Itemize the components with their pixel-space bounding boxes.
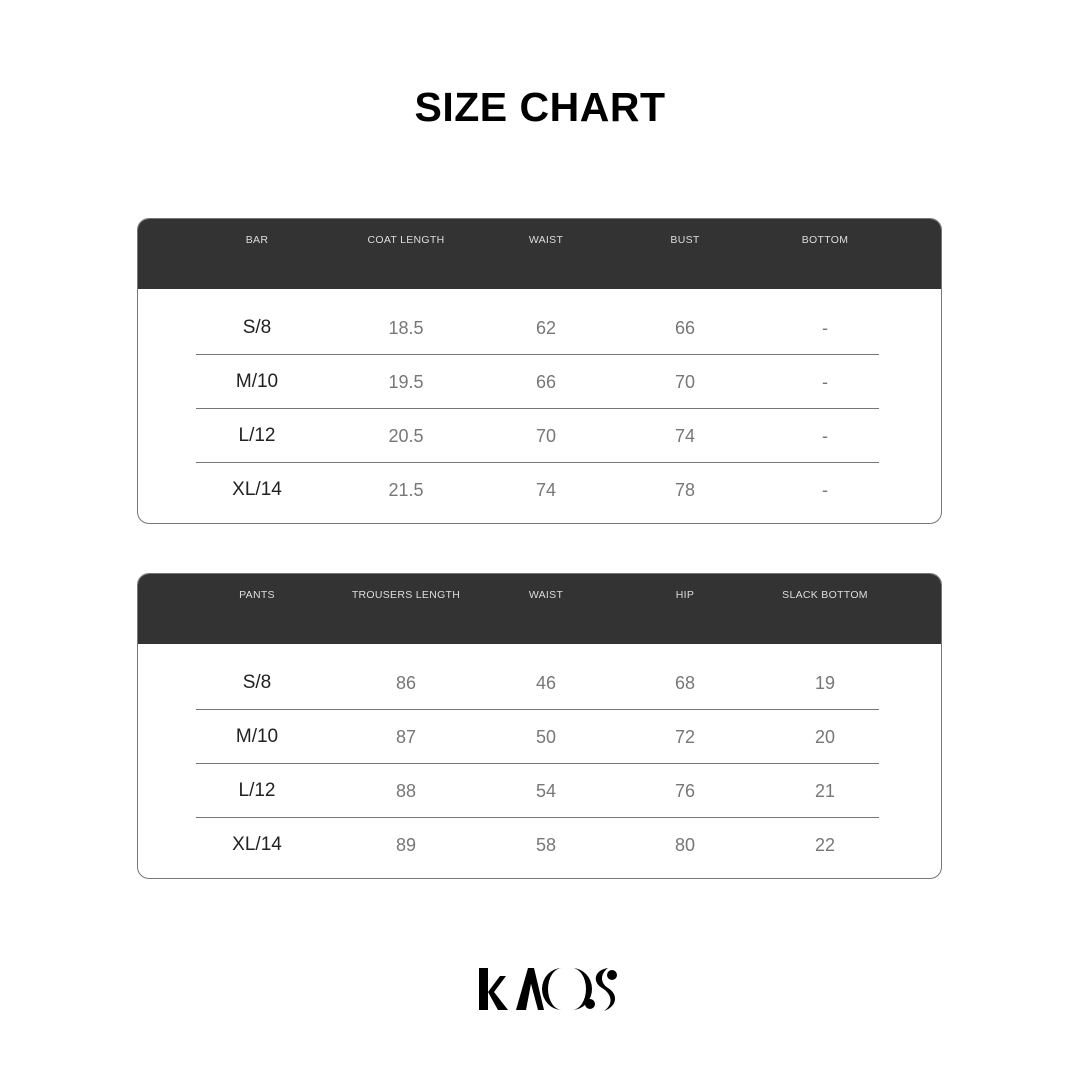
measurement-cell: 76 [674, 781, 696, 801]
measurement-cell: 58 [535, 835, 557, 855]
size-label: S/8 [242, 317, 272, 338]
measurement-cell: 74 [535, 480, 557, 500]
table-row: XL/14 89 58 80 22 [138, 818, 941, 872]
measurement-cell: 19.5 [388, 372, 424, 392]
size-label: L/12 [238, 780, 276, 801]
measurement-cell: - [822, 372, 828, 392]
table-row: L/12 20.5 70 74 - [138, 409, 941, 463]
bar-size-table: BAR COAT LENGTH WAIST BUST BOTTOM S/8 18.5 62 66… [137, 218, 942, 524]
size-label: M/10 [235, 371, 279, 392]
column-header: HIP [675, 589, 695, 601]
size-label: L/12 [238, 425, 276, 446]
row-divider [196, 763, 879, 764]
column-header: WAIST [528, 589, 564, 601]
table-header: PANTS TROUSERS LENGTH WAIST HIP SLACK BOTTOM [138, 574, 941, 644]
table-row: S/8 18.5 62 66 - [138, 301, 941, 355]
measurement-cell: 89 [395, 835, 417, 855]
measurement-cell: 88 [395, 781, 417, 801]
row-divider [196, 817, 879, 818]
measurement-cell: - [822, 318, 828, 338]
measurement-cell: 68 [674, 673, 696, 693]
measurement-cell: 72 [674, 727, 696, 747]
measurement-cell: 80 [674, 835, 696, 855]
measurement-cell: 18.5 [388, 318, 424, 338]
measurement-cell: 74 [674, 426, 696, 446]
measurement-cell: 70 [674, 372, 696, 392]
column-header: WAIST [528, 234, 564, 246]
measurement-cell: 20.5 [388, 426, 424, 446]
size-label: XL/14 [232, 834, 282, 855]
measurement-cell: 21 [814, 781, 836, 801]
column-header: SLACK BOTTOM [782, 589, 868, 601]
measurement-cell: 70 [535, 426, 557, 446]
table-row: M/10 19.5 66 70 - [138, 355, 941, 409]
measurement-cell: - [822, 426, 828, 446]
measurement-cell: 54 [535, 781, 557, 801]
measurement-cell: 50 [535, 727, 557, 747]
row-divider [196, 709, 879, 710]
row-divider [196, 462, 879, 463]
column-header: TROUSERS LENGTH [351, 589, 461, 601]
column-header: COAT LENGTH [367, 234, 445, 246]
size-label: S/8 [242, 672, 272, 693]
measurement-cell: 46 [535, 673, 557, 693]
column-header: BAR [245, 234, 269, 246]
measurement-cell: 87 [395, 727, 417, 747]
measurement-cell: 86 [395, 673, 417, 693]
measurement-cell: 19 [814, 673, 836, 693]
measurement-cell: 20 [814, 727, 836, 747]
measurement-cell: 78 [674, 480, 696, 500]
row-divider [196, 354, 879, 355]
measurement-cell: 21.5 [388, 480, 424, 500]
size-label: M/10 [235, 726, 279, 747]
row-divider [196, 408, 879, 409]
measurement-cell: 62 [535, 318, 557, 338]
size-label: XL/14 [232, 479, 282, 500]
measurement-cell: 66 [674, 318, 696, 338]
table-row: XL/14 21.5 74 78 - [138, 463, 941, 517]
column-header: PANTS [239, 589, 275, 601]
table-row: M/10 87 50 72 20 [138, 710, 941, 764]
table-row: L/12 88 54 76 21 [138, 764, 941, 818]
measurement-cell: - [822, 480, 828, 500]
table-row: S/8 86 46 68 19 [138, 656, 941, 710]
page-title: SIZE CHART [414, 84, 666, 130]
table-header: BAR COAT LENGTH WAIST BUST BOTTOM [138, 219, 941, 289]
measurement-cell: 22 [814, 835, 836, 855]
pants-size-table: PANTS TROUSERS LENGTH WAIST HIP SLACK BOTTOM… [137, 573, 942, 879]
kaos-logo [478, 966, 622, 1018]
column-header: BUST [670, 234, 700, 246]
column-header: BOTTOM [801, 234, 849, 246]
measurement-cell: 66 [535, 372, 557, 392]
